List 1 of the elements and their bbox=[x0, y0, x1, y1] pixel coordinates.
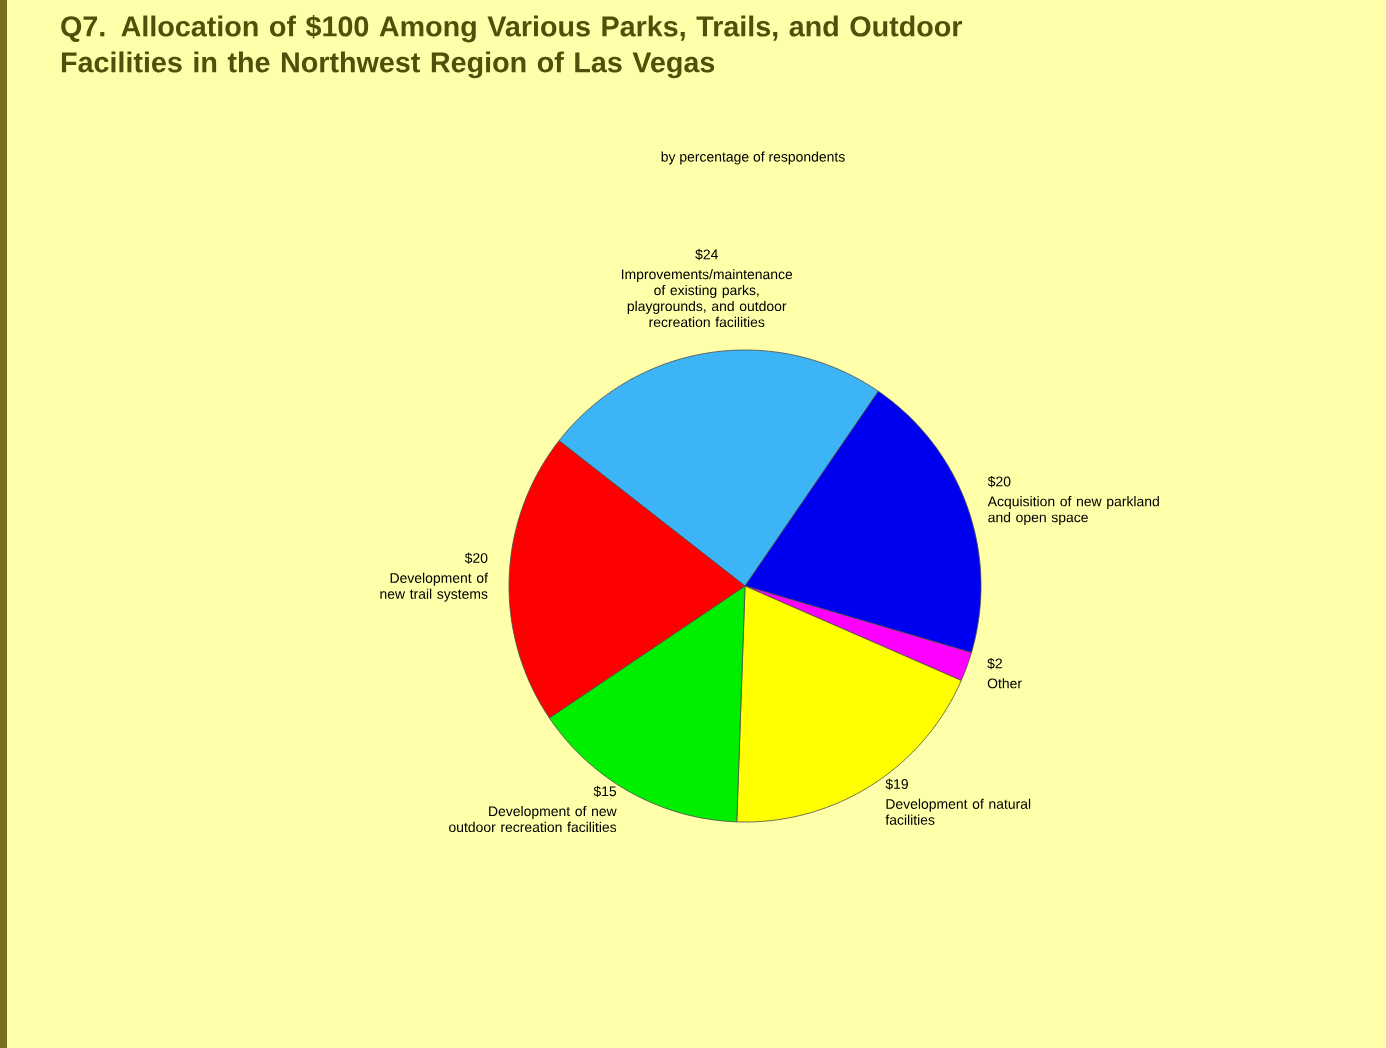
chart-title: Q7. Allocation of $100 Among Various Parks, Trails, and Outdoor Facilities in the Northwest Region of Las Vegas bbox=[61, 15, 963, 79]
